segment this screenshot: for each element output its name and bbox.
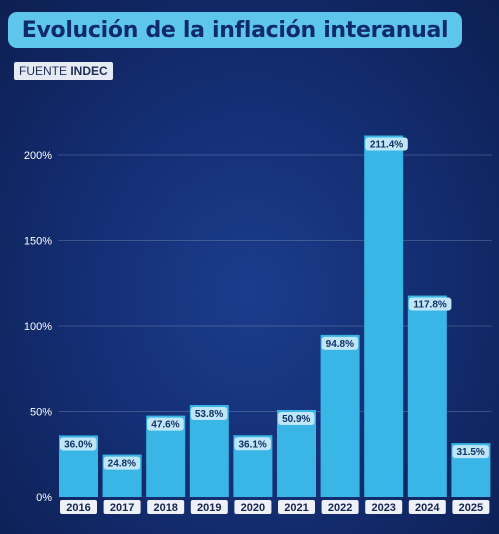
bar-value-label: 36.0% xyxy=(64,439,92,450)
bar-value-label-bg xyxy=(60,437,97,451)
x-tick-label: 2019 xyxy=(197,502,221,514)
x-tick-label-bg xyxy=(234,500,272,514)
x-tick-label: 2025 xyxy=(459,502,483,514)
bar xyxy=(364,135,404,498)
x-tick-label-bg xyxy=(60,500,97,514)
y-tick-label: 150% xyxy=(24,236,52,248)
bar-value-label: 36.1% xyxy=(238,439,266,450)
bar-value-label-bg xyxy=(103,456,141,470)
bar-value-label-bg xyxy=(408,297,452,311)
title-banner: Evolución de la inflación interanual xyxy=(8,12,462,48)
bar-value-label: 94.8% xyxy=(326,339,354,350)
bar-value-label: 31.5% xyxy=(456,447,484,458)
bar-value-label: 211.4% xyxy=(370,140,403,151)
bar-value-label: 53.8% xyxy=(195,409,223,420)
source-prefix: FUENTE xyxy=(19,64,67,78)
x-tick-label-bg xyxy=(452,500,490,514)
bar-value-label: 117.8% xyxy=(413,300,446,311)
x-tick-label-bg xyxy=(408,500,446,514)
bar xyxy=(407,295,447,497)
x-tick-label: 2020 xyxy=(241,502,265,514)
x-tick-label-bg xyxy=(147,500,185,514)
y-tick-label: 50% xyxy=(30,407,52,419)
source-badge: FUENTE INDEC xyxy=(14,62,113,80)
bar xyxy=(320,334,360,497)
x-tick-label: 2021 xyxy=(284,502,308,514)
bar xyxy=(189,405,229,497)
x-tick-label: 2022 xyxy=(328,502,352,514)
x-tick-label-bg xyxy=(278,500,315,514)
bar-value-label-bg xyxy=(365,137,408,151)
chart-title: Evolución de la inflación interanual xyxy=(21,17,449,43)
bar-value-label: 47.6% xyxy=(151,420,179,431)
x-tick-label: 2016 xyxy=(66,502,90,514)
source-name: INDEC xyxy=(70,64,108,78)
y-tick-label: 100% xyxy=(24,321,52,333)
bar-value-label-bg xyxy=(321,336,359,350)
x-tick-label: 2017 xyxy=(110,502,134,514)
y-tick-label: 0% xyxy=(36,492,52,504)
bar-value-label-bg xyxy=(190,407,228,421)
bar-value-label: 24.8% xyxy=(108,459,136,470)
x-tick-label-bg xyxy=(190,500,228,514)
x-tick-label-bg xyxy=(321,500,359,514)
x-tick-label: 2018 xyxy=(153,502,177,514)
x-tick-label: 2024 xyxy=(415,502,440,514)
bar-value-label-bg xyxy=(147,417,184,431)
bar-value-label: 50.9% xyxy=(282,414,310,425)
bar-value-label-bg xyxy=(234,437,271,451)
x-tick-label-bg xyxy=(103,500,141,514)
bar-value-label-bg xyxy=(278,411,315,425)
x-tick-label: 2023 xyxy=(371,502,395,514)
bar-value-label-bg xyxy=(452,445,489,459)
y-tick-label: 200% xyxy=(24,150,52,162)
x-tick-label-bg xyxy=(365,500,403,514)
